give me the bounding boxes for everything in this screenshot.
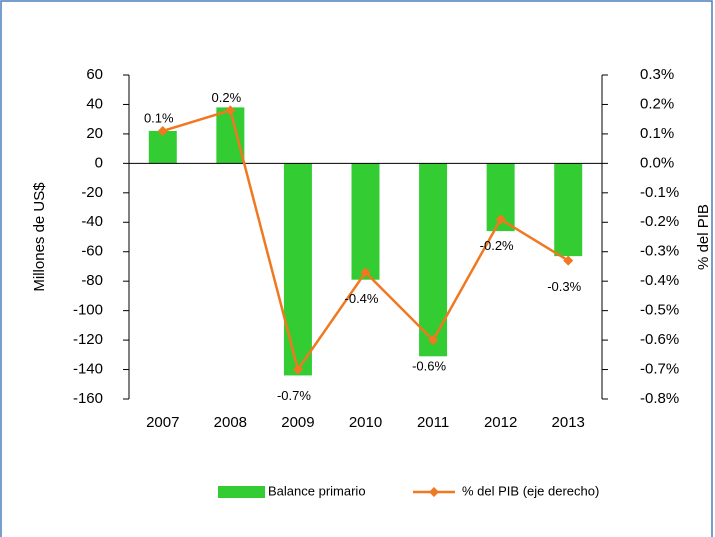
y2-axis-label: % del PIB: [695, 204, 712, 270]
legend-label: Balance primario: [268, 483, 366, 498]
y-tick-label: -40: [81, 213, 103, 230]
bar: [351, 163, 380, 280]
legend-swatch: [218, 486, 265, 498]
x-tick-label: 2010: [349, 414, 382, 431]
bar: [283, 163, 312, 376]
y-tick-label: -80: [81, 272, 103, 289]
data-label: -0.2%: [480, 238, 514, 253]
data-label: -0.4%: [345, 291, 379, 306]
bar: [148, 130, 177, 164]
y-tick-label: 40: [86, 95, 103, 112]
y-tick-label: 60: [86, 66, 103, 83]
data-label: 0.2%: [212, 90, 242, 105]
y-tick-label: -60: [81, 243, 103, 260]
y-axis-label: Millones de US$: [31, 182, 48, 292]
y2-tick-label: -0.4%: [640, 272, 679, 289]
bar: [216, 107, 245, 164]
line-marker: [429, 487, 439, 497]
line-marker: [225, 105, 236, 116]
y-tick-label: -120: [73, 331, 103, 348]
y2-tick-label: -0.2%: [640, 213, 679, 230]
data-label: 0.1%: [144, 110, 174, 125]
line-marker: [157, 125, 168, 136]
line-marker: [360, 267, 371, 278]
x-tick-label: 2011: [417, 414, 449, 431]
y-tick-label: -20: [81, 184, 103, 201]
y2-tick-label: 0.0%: [640, 154, 674, 171]
x-tick-label: 2012: [484, 414, 517, 431]
line-marker: [495, 214, 506, 225]
y-tick-label: -160: [73, 390, 103, 407]
x-tick-label: 2009: [281, 414, 314, 431]
y-tick-label: -100: [73, 302, 103, 319]
y2-tick-label: -0.3%: [640, 243, 679, 260]
y2-tick-label: -0.1%: [640, 184, 679, 201]
y-tick-label: 0: [95, 154, 103, 171]
data-label: -0.6%: [412, 359, 446, 374]
data-label: -0.7%: [277, 388, 311, 403]
bar: [419, 163, 448, 357]
y2-tick-label: -0.8%: [640, 390, 679, 407]
x-tick-label: 2013: [552, 414, 585, 431]
y-tick-label: -140: [73, 361, 103, 378]
line-marker: [428, 335, 439, 346]
y2-tick-label: 0.2%: [640, 95, 674, 112]
y2-tick-label: 0.3%: [640, 66, 674, 83]
y2-tick-label: -0.7%: [640, 361, 679, 378]
bar: [554, 163, 583, 257]
x-tick-label: 2008: [214, 414, 247, 431]
y2-tick-label: -0.6%: [640, 331, 679, 348]
data-label: -0.3%: [547, 279, 581, 294]
y2-tick-label: -0.5%: [640, 302, 679, 319]
y-tick-label: 20: [86, 125, 103, 142]
line-marker: [563, 255, 574, 266]
x-tick-label: 2007: [146, 414, 179, 431]
legend-label: % del PIB (eje derecho): [462, 483, 599, 498]
y2-tick-label: 0.1%: [640, 125, 674, 142]
line-marker: [292, 364, 303, 375]
